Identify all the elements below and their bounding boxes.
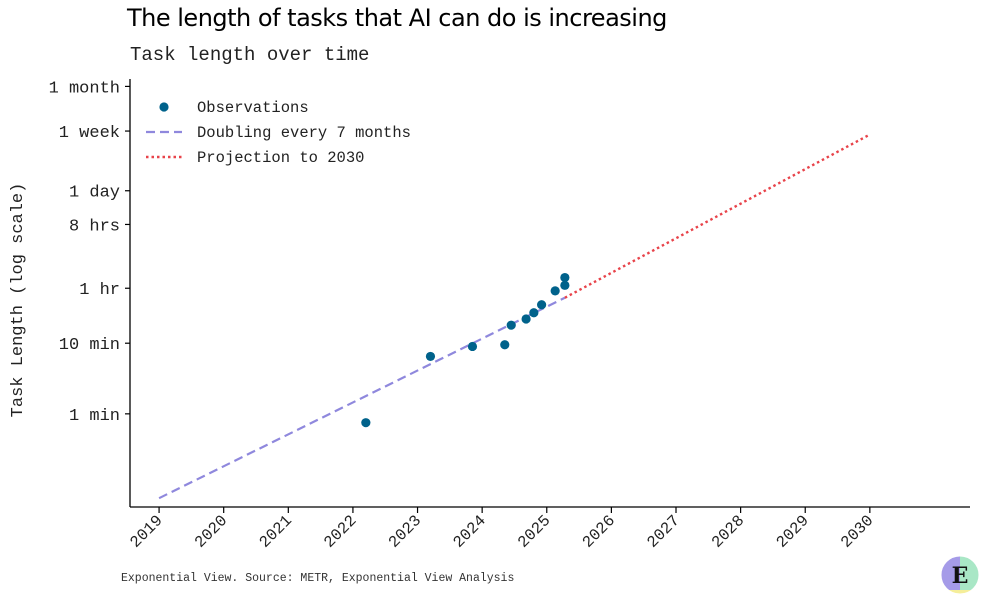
x-tick-label: 2027	[644, 512, 684, 552]
x-tick-label: 2024	[450, 512, 490, 552]
source-footnote: Exponential View. Source: METR, Exponent…	[121, 572, 515, 585]
x-tick-label: 2021	[256, 512, 296, 552]
legend-label: Doubling every 7 months	[197, 124, 411, 142]
y-tick-label: 1 day	[69, 184, 120, 203]
observation-point	[550, 286, 560, 296]
x-tick-label: 2028	[708, 512, 748, 552]
projection-line	[564, 133, 871, 299]
axes	[129, 79, 970, 508]
x-tick-label: 2020	[191, 512, 231, 552]
observation-point	[560, 272, 570, 283]
x-tick-label: 2025	[514, 512, 554, 552]
legend-marker-observations	[159, 102, 169, 112]
legend-label: Observations	[197, 99, 309, 117]
y-tick-label: 1 month	[49, 79, 120, 98]
logo-letter: E	[952, 563, 969, 589]
y-axis-title: Task Length (log scale)	[9, 183, 28, 418]
legend-label: Projection to 2030	[197, 149, 364, 167]
observation-point	[529, 308, 539, 318]
y-tick-label: 10 min	[59, 336, 120, 355]
x-tick-label: 2029	[773, 512, 813, 552]
y-tick-label: 1 week	[59, 124, 120, 143]
series-layer	[158, 133, 871, 500]
observation-point	[537, 300, 547, 310]
observation-point	[467, 341, 478, 352]
y-tick-label: 1 hr	[79, 281, 120, 300]
y-tick-label: 8 hrs	[69, 217, 120, 236]
exponential-view-logo: E	[940, 555, 980, 595]
x-tick-label: 2019	[127, 512, 167, 552]
observation-point	[425, 351, 436, 362]
observation-point	[521, 314, 531, 324]
x-ticks: 2019 2020 2021 2022 2023 2024 2025 2026 2027 2028…	[127, 507, 877, 552]
x-tick-label: 2022	[321, 512, 361, 552]
observation-point	[506, 320, 516, 330]
x-tick-label: 2026	[579, 512, 619, 552]
observation-point	[500, 340, 510, 350]
doubling-trend-line	[158, 296, 566, 500]
x-tick-label: 2030	[837, 512, 877, 552]
chart-subtitle: Task length over time	[130, 44, 370, 66]
legend: Observations Doubling every 7 months Proje…	[146, 99, 411, 167]
y-ticks: 1 min 10 min 1 hr 8 hrs 1 day 1 week 1 month	[49, 79, 130, 426]
chart-title: The length of tasks that AI can do is in…	[127, 4, 667, 32]
y-tick-label: 1 min	[69, 407, 120, 426]
observation-point	[361, 418, 371, 428]
observation-point	[560, 280, 570, 290]
x-tick-label: 2023	[385, 512, 425, 552]
